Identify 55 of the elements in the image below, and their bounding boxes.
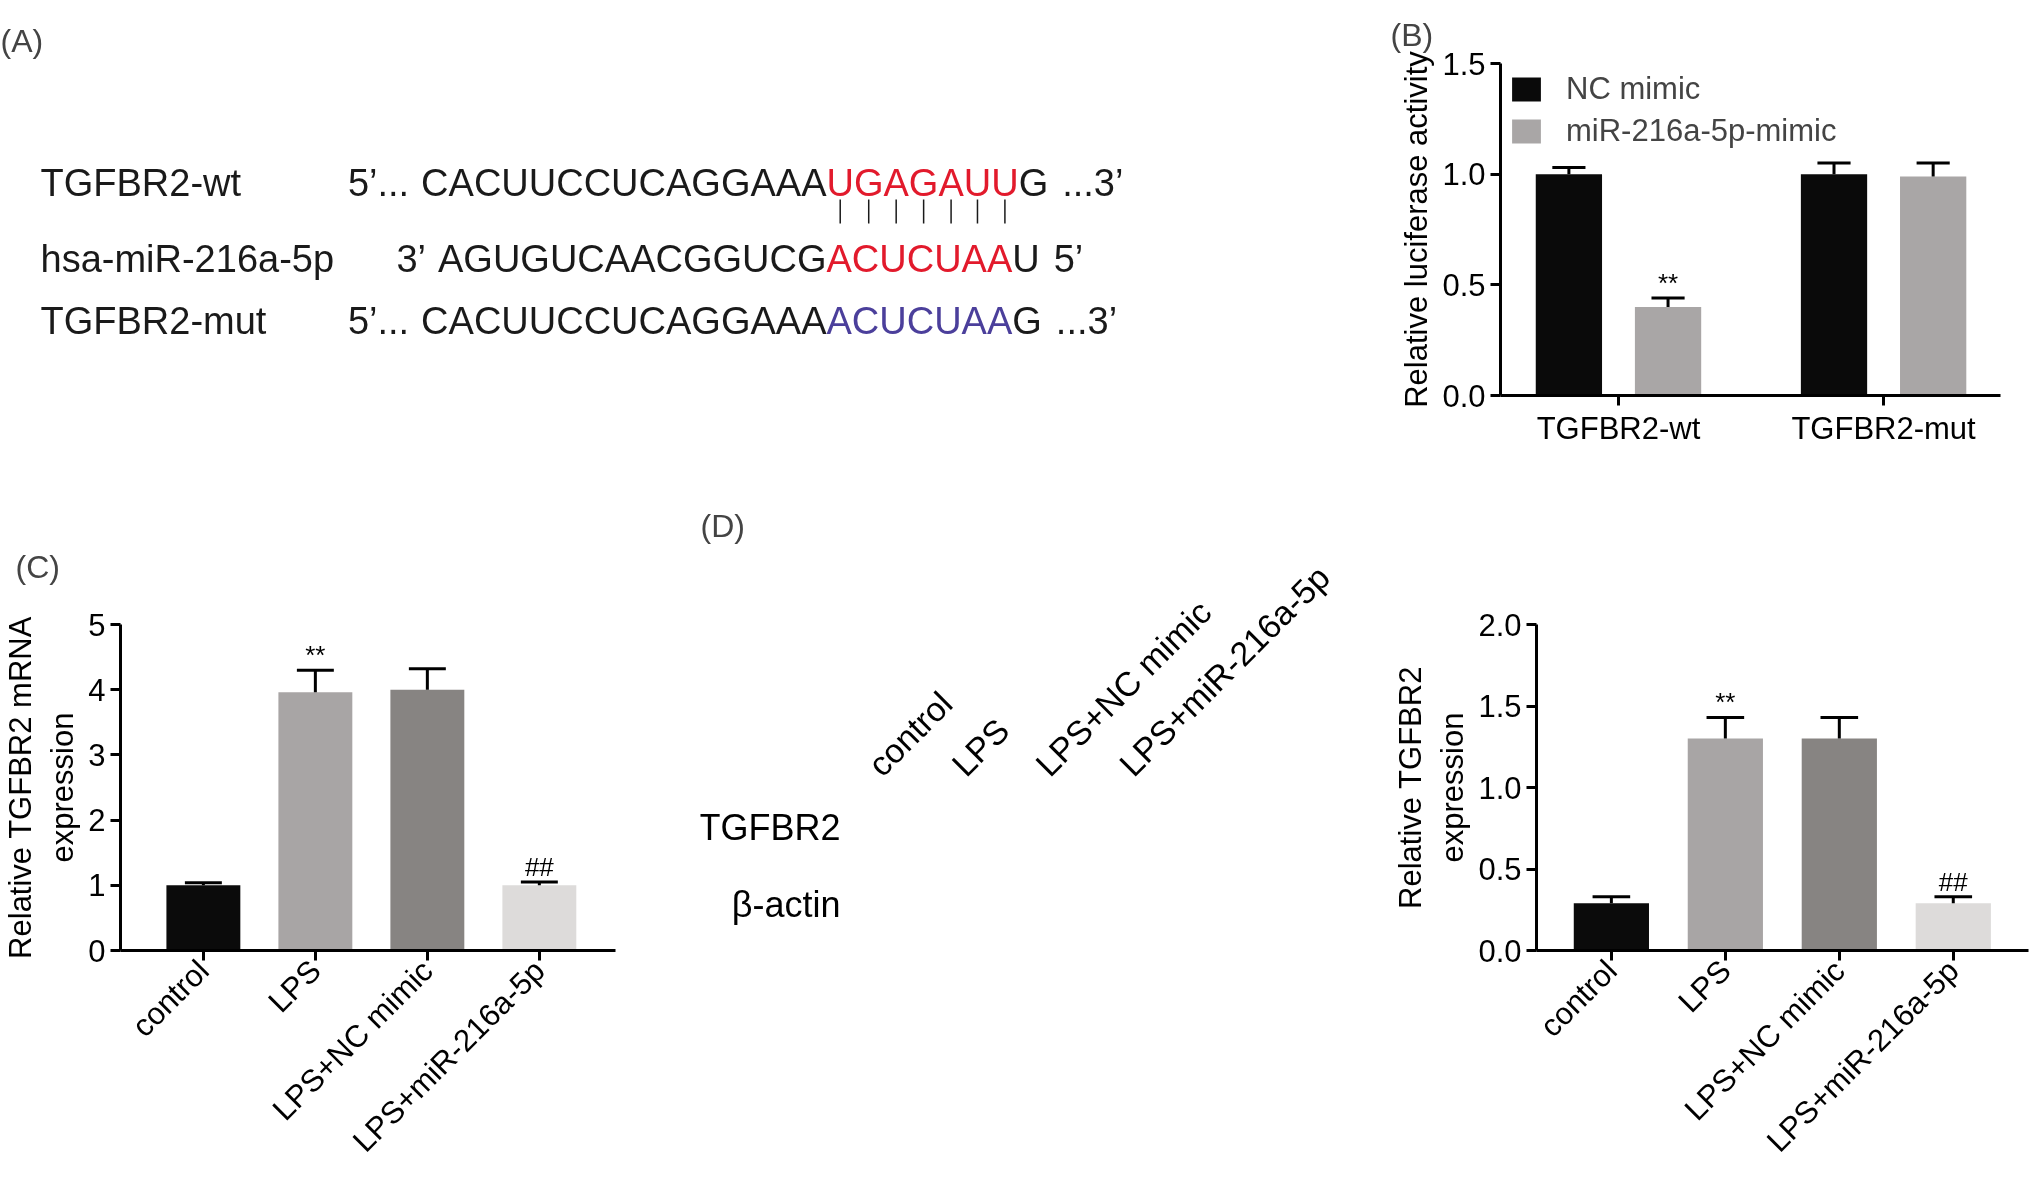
text: 5’... [347, 299, 410, 342]
y-axis-title: Relative TGFBR2 mRNA expression [3, 616, 81, 959]
y-tick-label: 0.5 [1442, 267, 1486, 303]
y-axis-title: Relative TGFBR2 expression [1393, 666, 1471, 909]
y-tick-label: 1.0 [1478, 770, 1522, 806]
text: G [1018, 161, 1049, 204]
y-tick-label: 5 [88, 607, 106, 643]
annotation: ## [1938, 866, 1969, 897]
annotation: ## [524, 852, 555, 883]
annotation: ** [1657, 268, 1679, 299]
x-tick-label: LPS [1671, 953, 1738, 1020]
text: U [1012, 237, 1040, 280]
bar [502, 885, 577, 951]
y-tick-label: 0.5 [1478, 852, 1522, 887]
category-label: LPS [944, 711, 1017, 784]
category-label: β-actin [731, 884, 841, 926]
y-tick-label: 4 [88, 672, 106, 708]
text: AGUGUCAACGGUCG [438, 237, 827, 280]
legend-label: miR-216a-5p-mimic [1566, 113, 1837, 149]
text: CACUUCCUCAGGAAA [421, 161, 828, 204]
y-tick-label: 1.0 [1442, 157, 1486, 193]
x-tick-label: LPS [261, 953, 328, 1020]
text: (D) [700, 507, 745, 544]
y-tick-label: 0.0 [1478, 933, 1522, 969]
annotation: ** [1715, 687, 1736, 718]
y-tick-label: 3 [88, 737, 106, 773]
legend-label: NC mimic [1566, 71, 1701, 107]
y-tick-label: 1.5 [1478, 689, 1522, 724]
annotation: ** [305, 640, 326, 671]
y-tick-label: 2 [88, 803, 106, 839]
category-label: hsa-miR-216a-5p [40, 237, 335, 280]
category-label: TGFBR2-mut [40, 299, 267, 342]
text: CACUUCCUCAGGAAA [421, 299, 828, 342]
text: ...3’ [1055, 299, 1118, 342]
text: UGAGAUU [826, 161, 1019, 204]
text: 3’ [396, 237, 427, 280]
bar [1900, 176, 1967, 396]
y-tick-label: 0 [88, 933, 106, 969]
text: ACUCUAA [826, 237, 1013, 280]
chart-title: (C) [15, 548, 60, 585]
y-tick-label: 1.5 [1442, 46, 1486, 82]
text: ...3’ [1062, 161, 1124, 204]
category-label: TGFBR2-wt [40, 161, 242, 204]
text: 5’... [347, 161, 410, 204]
text: 5’ [1053, 237, 1084, 280]
y-tick-label: 0.0 [1442, 378, 1486, 414]
y-tick-label: 1 [88, 868, 106, 904]
text: G [1012, 299, 1042, 342]
bar [390, 689, 465, 951]
bar [278, 692, 353, 951]
bar [1634, 306, 1702, 396]
text: (A) [0, 22, 44, 59]
chart-title: (B) [1390, 16, 1434, 53]
y-tick-label: 2.0 [1478, 607, 1522, 643]
text: ACUCUAA [826, 299, 1013, 342]
